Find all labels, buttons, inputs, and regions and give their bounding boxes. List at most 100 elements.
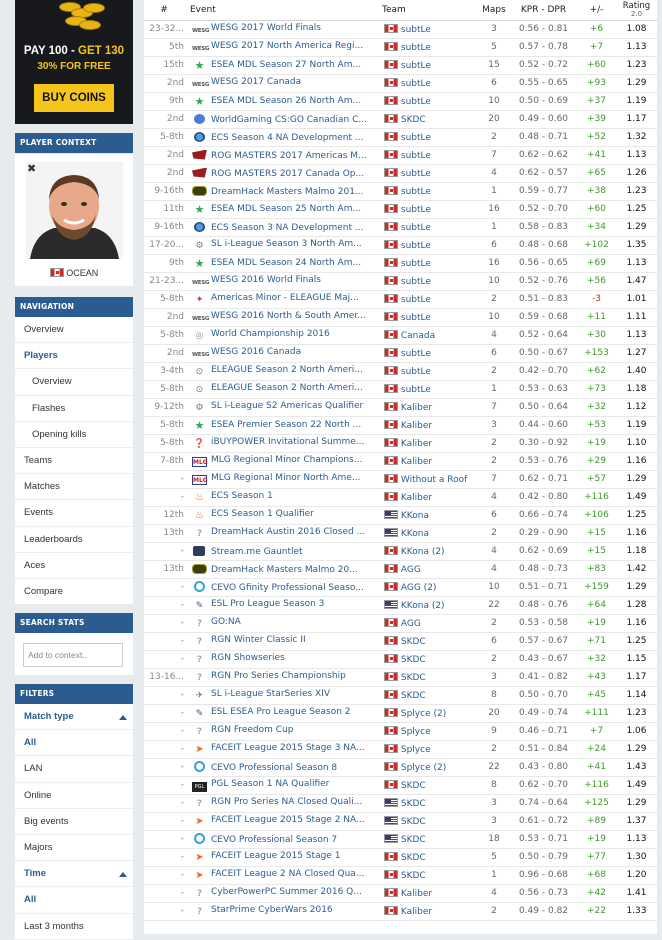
table-row[interactable]: 13th? DreamHack Austin 2016 Closed ... KK… (144, 524, 657, 543)
team-link[interactable]: SKDC (382, 686, 478, 705)
team-link[interactable]: subtLe (382, 38, 478, 57)
event-link[interactable]: ❓ iBUYPOWER Invitational Summe... (190, 434, 382, 453)
event-link[interactable]: ? CyberPowerPC Summer 2016 Q... (190, 884, 382, 903)
event-link[interactable]: ? GO:NA (190, 614, 382, 633)
add-to-context-input[interactable]: Add to context.. (23, 643, 123, 667)
time-last-3-months[interactable]: Last 3 months (15, 914, 133, 940)
team-link[interactable]: subtLe (382, 128, 478, 147)
event-link[interactable]: ♨ ECS Season 1 (190, 488, 382, 507)
table-row[interactable]: - ✎ ESL ESEA Pro League Season 2 Splyce (2… (144, 704, 657, 723)
table-row[interactable]: - CEVO Gfinity Professional Seaso... AGG … (144, 578, 657, 597)
table-row[interactable]: 12th ♨ ECS Season 1 Qualifier KKona 6 0.66 -… (144, 506, 657, 525)
table-row[interactable]: - CEVO Professional Season 8 Splyce (2) 22… (144, 758, 657, 777)
team-link[interactable]: subtLe (382, 218, 478, 237)
table-row[interactable]: 5-8th ◎ World Championship 2016 Canada 4 0.5… (144, 326, 657, 345)
event-link[interactable]: ? DreamHack Austin 2016 Closed ... (190, 524, 382, 543)
table-row[interactable]: 2nd ROG MASTERS 2017 Canada Op... subtLe 4… (144, 164, 657, 183)
event-link[interactable]: ⊙ ELEAGUE Season 2 North Ameri... (190, 362, 382, 381)
time-all[interactable]: All (15, 887, 133, 914)
team-link[interactable]: SKDC (382, 650, 478, 669)
table-row[interactable]: - ➤ FACEIT League 2015 Stage 2 NA... SKDC 3… (144, 812, 657, 831)
table-row[interactable]: 13th DreamHack Masters Malmo 20... AGG 4 0.… (144, 560, 657, 579)
table-row[interactable]: 9-12th ⚙ SL i-League S2 Americas Qualifier… (144, 398, 657, 417)
coins-ad-banner[interactable]: PAY 100 - GET 130 30% FOR FREE BUY COINS (15, 0, 133, 124)
event-link[interactable]: ✎ ESL Pro League Season 3 (190, 596, 382, 615)
table-row[interactable]: 5-8th ★ ESEA Premier Season 22 North ... K… (144, 416, 657, 435)
table-row[interactable]: 7-8th MLG MLG Regional Minor Champions... … (144, 452, 657, 471)
filter-big-events[interactable]: Big events (15, 809, 133, 835)
event-link[interactable]: ★ ESEA Premier Season 22 North ... (190, 416, 382, 435)
table-row[interactable]: 2nd WorldGaming CS:GO Canadian C... SKDC 2… (144, 110, 657, 129)
team-link[interactable]: subtLe (382, 92, 478, 111)
table-row[interactable]: 23-32... WESG WESG 2017 World Finals subtL… (144, 20, 657, 39)
team-link[interactable]: subtLe (382, 380, 478, 399)
team-link[interactable]: subtLe (382, 254, 478, 273)
team-link[interactable]: SKDC (382, 866, 478, 885)
event-link[interactable]: WESG WESG 2016 North & South Amer... (190, 308, 382, 327)
event-link[interactable]: WESG WESG 2017 Canada (190, 74, 382, 93)
event-link[interactable]: WESG WESG 2017 North America Regi... (190, 38, 382, 57)
table-row[interactable]: 9th ★ ESEA MDL Season 24 North Am... subtL… (144, 254, 657, 273)
table-row[interactable]: 9th ★ ESEA MDL Season 26 North Am... subtL… (144, 92, 657, 111)
event-link[interactable]: ◎ World Championship 2016 (190, 326, 382, 345)
table-row[interactable]: - MLG MLG Regional Minor North Ame... With… (144, 470, 657, 489)
nav-players-overview[interactable]: Overview (15, 369, 133, 396)
event-link[interactable]: CEVO Professional Season 8 (190, 758, 382, 777)
event-link[interactable]: ⚙ SL i-League Season 3 North Am... (190, 236, 382, 255)
table-row[interactable]: -? RGN Showseries SKDC 2 0.43 - 0.67 +32 1.15 (144, 650, 657, 669)
event-link[interactable]: WESG WESG 2017 World Finals (190, 20, 382, 39)
team-link[interactable]: Kaliber (382, 434, 478, 453)
event-link[interactable]: ✈ SL i-League StarSeries XIV (190, 686, 382, 705)
team-link[interactable]: SKDC (382, 776, 478, 795)
filter-majors[interactable]: Majors (15, 835, 133, 862)
team-link[interactable]: Kaliber (382, 884, 478, 903)
table-row[interactable]: 11th ★ ESEA MDL Season 25 North Am... subt… (144, 200, 657, 219)
col-maps[interactable]: Maps (478, 0, 510, 21)
table-row[interactable]: 2nd ROG MASTERS 2017 Americas M... subtLe… (144, 146, 657, 165)
event-link[interactable]: ⚙ SL i-League S2 Americas Qualifier (190, 398, 382, 417)
team-link[interactable]: SKDC (382, 668, 478, 687)
team-link[interactable]: Kaliber (382, 452, 478, 471)
table-row[interactable]: - ✎ ESL Pro League Season 3 KKona (2) 22 0.4… (144, 596, 657, 615)
team-link[interactable]: KKona (382, 524, 478, 543)
col-rank[interactable]: # (144, 0, 190, 21)
team-link[interactable]: KKona (2) (382, 542, 478, 561)
event-link[interactable]: ECS Season 4 NA Development ... (190, 128, 382, 147)
buy-coins-button[interactable]: BUY COINS (34, 84, 114, 112)
team-link[interactable]: SKDC (382, 632, 478, 651)
team-link[interactable]: KKona (2) (382, 596, 478, 615)
nav-overview[interactable]: Overview (15, 317, 133, 344)
team-link[interactable]: KKona (382, 506, 478, 525)
table-row[interactable]: - ♨ ECS Season 1 Kaliber 4 0.42 - 0.80 +116 1.… (144, 488, 657, 507)
event-link[interactable]: ➤ FACEIT League 2015 Stage 2 NA... (190, 812, 382, 831)
event-link[interactable]: ★ ESEA MDL Season 27 North Am... (190, 56, 382, 75)
team-link[interactable]: subtLe (382, 20, 478, 39)
table-row[interactable]: 2nd WESG WESG 2016 Canada subtLe 6 0.50 - 0.… (144, 344, 657, 363)
table-row[interactable]: -? RGN Pro Series NA Closed Quali... SKDC… (144, 794, 657, 813)
table-row[interactable]: 2nd WESG WESG 2017 Canada subtLe 6 0.55 - 0.… (144, 74, 657, 93)
team-link[interactable]: SKDC (382, 110, 478, 129)
team-link[interactable]: subtLe (382, 272, 478, 291)
team-link[interactable]: subtLe (382, 344, 478, 363)
event-link[interactable]: ? RGN Winter Classic II (190, 632, 382, 651)
team-link[interactable]: subtLe (382, 290, 478, 309)
team-link[interactable]: Splyce (382, 740, 478, 759)
event-link[interactable]: ? RGN Showseries (190, 650, 382, 669)
event-link[interactable]: CEVO Gfinity Professional Seaso... (190, 578, 382, 597)
remove-context-icon[interactable]: ✖ (27, 162, 37, 175)
filter-all[interactable]: All (15, 730, 133, 757)
table-row[interactable]: -? CyberPowerPC Summer 2016 Q... Kaliber 4… (144, 884, 657, 903)
event-link[interactable]: ECS Season 3 NA Development ... (190, 218, 382, 237)
team-link[interactable]: subtLe (382, 362, 478, 381)
event-link[interactable]: WorldGaming CS:GO Canadian C... (190, 110, 382, 129)
table-row[interactable]: - PGL PGL Season 1 NA Qualifier SKDC 8 0.62 … (144, 776, 657, 795)
event-link[interactable]: ✎ ESL ESEA Pro League Season 2 (190, 704, 382, 723)
team-link[interactable]: Splyce (2) (382, 758, 478, 777)
nav-leaderboards[interactable]: Leaderboards (15, 527, 133, 553)
event-link[interactable]: ➤ FACEIT League 2015 Stage 3 NA... (190, 740, 382, 759)
team-link[interactable]: subtLe (382, 236, 478, 255)
event-link[interactable]: ★ ESEA MDL Season 26 North Am... (190, 92, 382, 111)
team-link[interactable]: subtLe (382, 308, 478, 327)
team-link[interactable]: subtLe (382, 164, 478, 183)
event-link[interactable]: ➤ FACEIT League 2015 Stage 1 (190, 848, 382, 867)
